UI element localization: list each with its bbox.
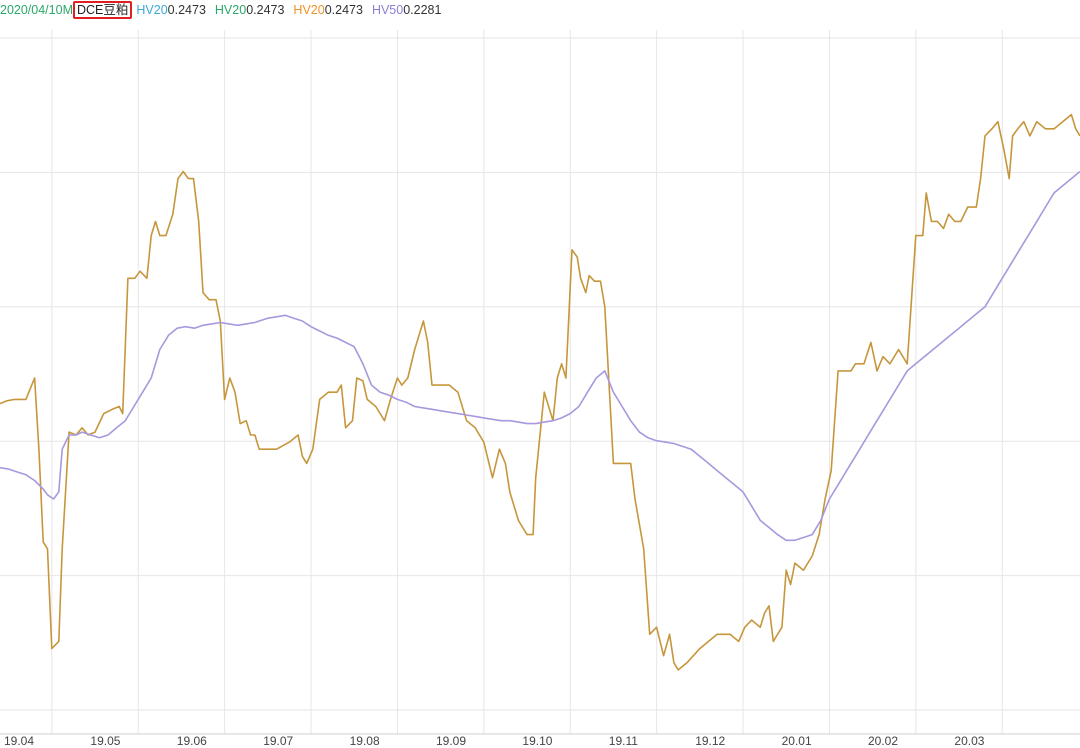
x-tick-label: 19.10 <box>522 734 552 748</box>
legend-item-value: 0.2473 <box>167 3 206 17</box>
legend-item-hv20-green: HV20 0.2473 <box>215 3 294 17</box>
legend-date-value: 2020/04/10 <box>0 3 63 17</box>
x-tick-label: 19.11 <box>609 734 638 748</box>
x-tick-label: 19.08 <box>350 734 380 748</box>
legend-date-suffix: M <box>62 3 73 17</box>
legend-item-value: 0.2473 <box>324 3 363 17</box>
legend-item-hv20-orange: HV20 0.2473 <box>293 3 372 17</box>
x-tick-label: 20.01 <box>782 734 812 748</box>
x-tick-label: 20.02 <box>868 734 898 748</box>
legend-date: 2020/04/10 M <box>0 3 73 17</box>
chart-legend: 2020/04/10 M DCE豆粕 HV20 0.2473 HV20 0.2473 … <box>0 0 450 20</box>
legend-item-value: 0.2473 <box>246 3 285 17</box>
x-tick-label: 19.04 <box>4 734 34 748</box>
legend-item-hv20-blue: HV20 0.2473 <box>136 3 215 17</box>
x-tick-label: 19.05 <box>90 734 120 748</box>
legend-item-value: 0.2281 <box>403 3 442 17</box>
legend-item-label: HV20 <box>293 3 325 17</box>
legend-symbol[interactable]: DCE豆粕 <box>72 1 133 19</box>
x-tick-label: 19.12 <box>695 734 725 748</box>
x-tick-label: 19.06 <box>177 734 207 748</box>
legend-item-label: HV50 <box>371 3 404 17</box>
x-tick-label: 19.07 <box>263 734 293 748</box>
legend-item-label: HV20 <box>214 3 247 17</box>
series-line-hv20 <box>0 113 1080 671</box>
x-tick-label: 20.03 <box>954 734 984 748</box>
legend-item-label: HV20 <box>136 3 168 17</box>
x-tick-label: 19.09 <box>436 734 466 748</box>
legend-item-hv50: HV50 0.2281 <box>372 3 451 17</box>
series-line-hv50 <box>0 170 1080 542</box>
